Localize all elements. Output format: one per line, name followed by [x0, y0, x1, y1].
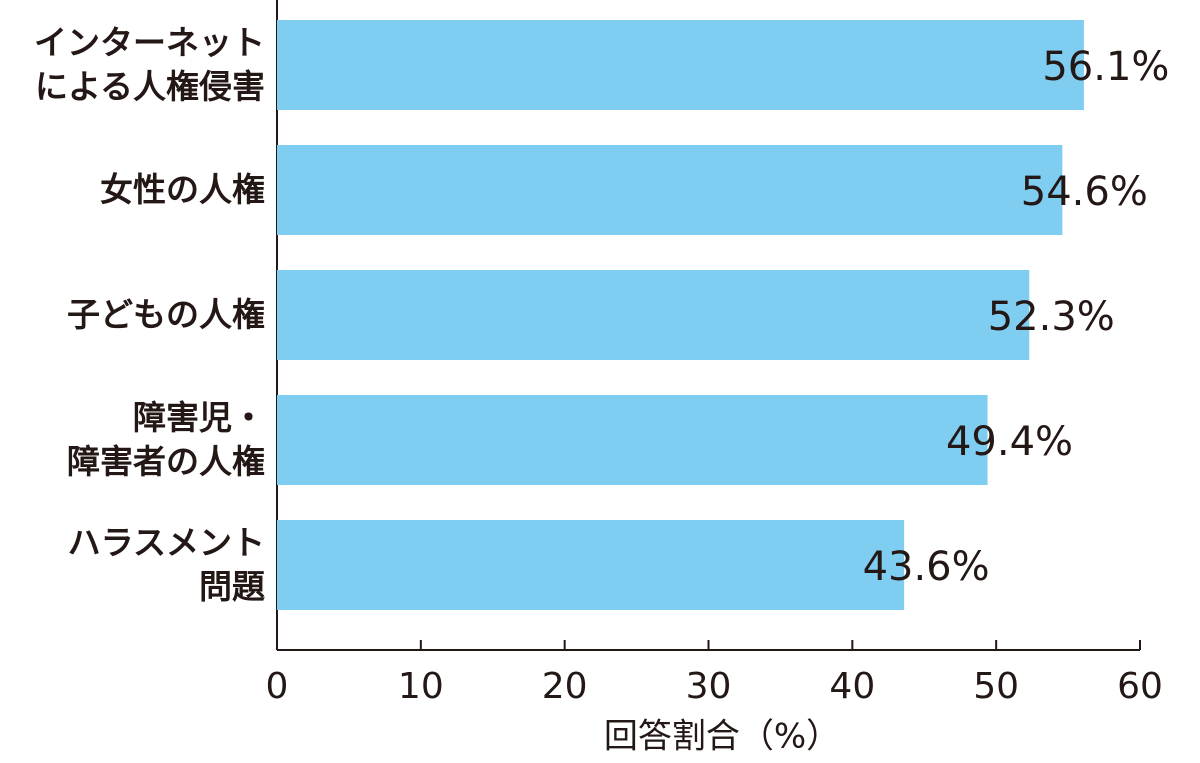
value-label: 49.4% [946, 419, 1073, 465]
category-label: ハラスメント 問題 [67, 523, 265, 606]
bar [277, 395, 988, 485]
x-tick-label: 40 [829, 666, 875, 707]
value-label: 43.6% [863, 544, 990, 590]
bar [277, 145, 1063, 235]
category-label: 障害児・ 障害者の人権 [67, 398, 265, 481]
category-label: 女性の人権 [100, 170, 265, 209]
value-label: 54.6% [1021, 169, 1148, 215]
x-tick-label: 60 [1117, 666, 1163, 707]
category-label: 子どもの人権 [67, 295, 265, 334]
x-tick-label: 30 [686, 666, 732, 707]
x-tick-label: 10 [398, 666, 444, 707]
value-label: 52.3% [988, 294, 1115, 340]
bar [277, 20, 1084, 110]
x-axis-title: 回答割合（%） [604, 717, 840, 757]
category-label: インターネット による人権侵害 [34, 23, 265, 106]
value-label: 56.1% [1042, 44, 1169, 90]
bar [277, 520, 905, 610]
bar [277, 270, 1030, 360]
x-tick-label: 0 [266, 666, 289, 707]
x-tick-label: 20 [542, 666, 588, 707]
x-tick-label: 50 [973, 666, 1019, 707]
